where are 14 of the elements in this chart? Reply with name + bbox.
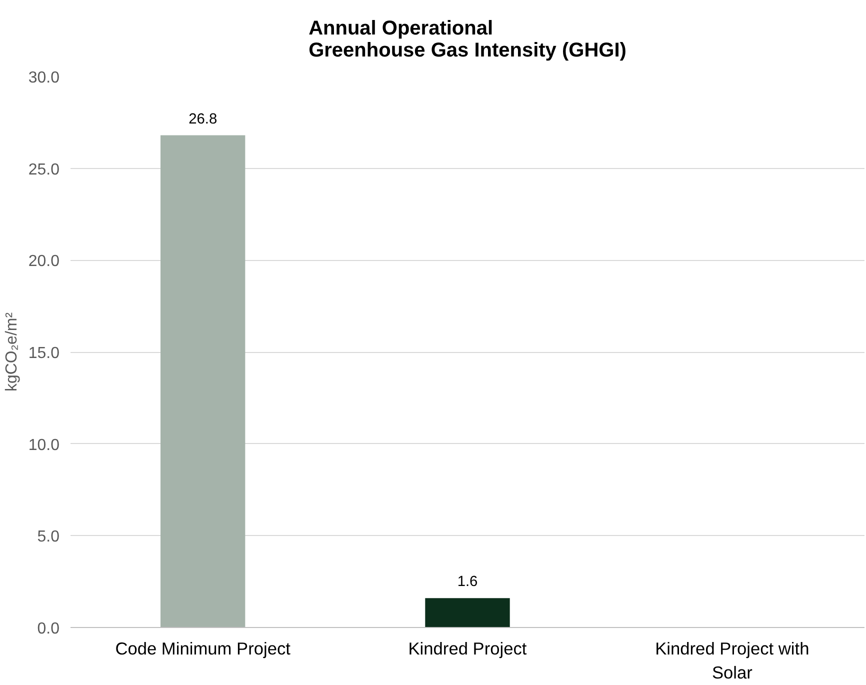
y-tick-label: 20.0 xyxy=(28,253,60,270)
chart-title: Annual Operational Greenhouse Gas Intensity (GHGI) xyxy=(308,18,626,62)
y-tick-label: 10.0 xyxy=(28,436,60,454)
y-tick-label: 30.0 xyxy=(28,70,60,86)
y-tick-label: 25.0 xyxy=(28,161,60,178)
x-tick-label: Kindred Project with Solar xyxy=(655,638,810,682)
y-tick-label: 15.0 xyxy=(28,345,60,362)
data-label: 1.6 xyxy=(457,574,478,590)
data-label: 26.8 xyxy=(188,111,218,128)
x-tick-label: Kindred Project xyxy=(408,638,527,658)
x-tick-label: Code Minimum Project xyxy=(115,638,291,658)
y-axis-title: kgCO₂e/m² xyxy=(3,312,20,392)
y-tick-label: 0.0 xyxy=(37,620,60,638)
y-tick-label: 5.0 xyxy=(37,528,60,546)
